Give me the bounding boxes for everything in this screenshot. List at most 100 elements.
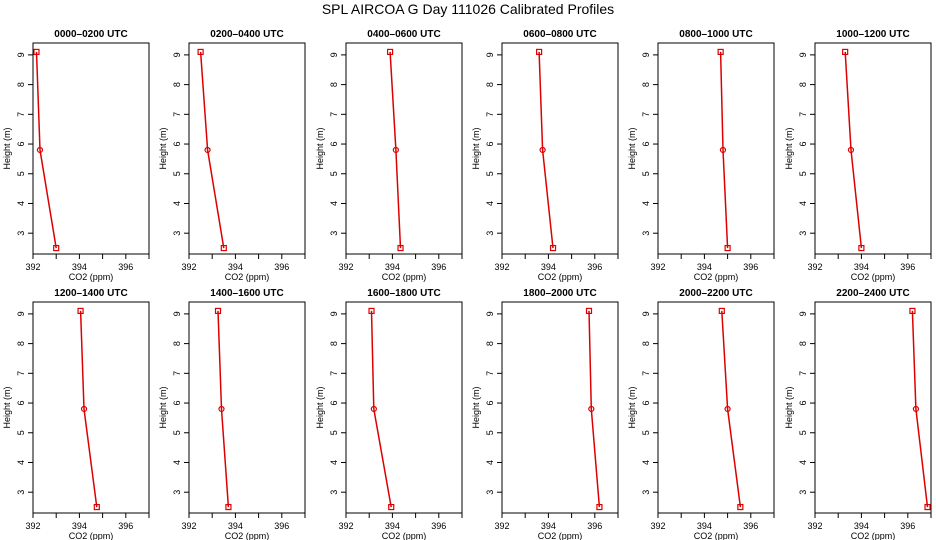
data-point xyxy=(197,48,204,56)
x-tick-label: 394 xyxy=(72,521,87,531)
y-tick-label: 4 xyxy=(798,460,808,465)
plot-frame xyxy=(345,301,463,514)
y-tick-label: 7 xyxy=(329,371,339,376)
panel-title: 0000–0200 UTC xyxy=(54,29,127,40)
panel-title: 0400–0600 UTC xyxy=(367,29,440,40)
data-point xyxy=(539,146,546,154)
y-tick-label: 7 xyxy=(485,112,495,117)
y-tick-label: 7 xyxy=(485,371,495,376)
profile-line xyxy=(370,310,392,508)
y-tick-label: 9 xyxy=(798,311,808,316)
panel-title: 1000–1200 UTC xyxy=(836,29,909,40)
y-tick-label: 8 xyxy=(329,341,339,346)
x-axis-label: CO2 (ppm) xyxy=(382,531,427,540)
data-point xyxy=(718,307,725,315)
y-tick-label: 8 xyxy=(172,82,182,87)
profile-line xyxy=(719,51,729,249)
x-tick-label: 392 xyxy=(807,262,822,272)
y-tick-label: 8 xyxy=(798,82,808,87)
y-tick-label: 5 xyxy=(329,171,339,176)
y-tick-label: 3 xyxy=(329,231,339,236)
profile-line xyxy=(844,51,863,249)
y-tick-label: 8 xyxy=(485,341,495,346)
data-point xyxy=(909,307,916,315)
plot-frame xyxy=(345,42,463,255)
data-point xyxy=(847,146,855,154)
x-tick-label: 392 xyxy=(25,262,40,272)
y-tick-label: 8 xyxy=(641,82,651,87)
y-axis-label: Height (m) xyxy=(784,386,794,428)
x-tick-label: 394 xyxy=(385,262,400,272)
x-tick-label: 392 xyxy=(25,521,40,531)
x-tick-label: 394 xyxy=(228,262,243,272)
y-tick-label: 3 xyxy=(172,231,182,236)
x-tick-label: 396 xyxy=(118,262,133,272)
y-tick-label: 3 xyxy=(172,490,182,495)
x-tick-label: 396 xyxy=(118,521,133,531)
y-tick-label: 9 xyxy=(798,52,808,57)
x-tick-label: 392 xyxy=(338,262,353,272)
x-tick-label: 396 xyxy=(274,262,289,272)
y-tick-label: 6 xyxy=(16,142,26,147)
y-tick-label: 7 xyxy=(16,112,26,117)
profile-line xyxy=(721,310,742,508)
data-point xyxy=(77,307,84,315)
y-tick-label: 4 xyxy=(16,201,26,206)
x-axis-label: CO2 (ppm) xyxy=(225,531,270,540)
y-tick-label: 3 xyxy=(16,231,26,236)
x-tick-label: 392 xyxy=(494,521,509,531)
x-axis-label: CO2 (ppm) xyxy=(851,272,896,282)
y-tick-label: 3 xyxy=(329,490,339,495)
y-tick-label: 5 xyxy=(641,430,651,435)
data-point xyxy=(842,48,849,56)
y-tick-label: 5 xyxy=(798,430,808,435)
y-tick-label: 4 xyxy=(798,201,808,206)
x-tick-label: 396 xyxy=(431,521,446,531)
y-axis-label: Height (m) xyxy=(2,127,12,169)
x-tick-label: 392 xyxy=(650,262,665,272)
data-point xyxy=(924,503,931,511)
y-axis-label: Height (m) xyxy=(315,386,325,428)
x-axis-label: CO2 (ppm) xyxy=(538,531,583,540)
y-tick-label: 4 xyxy=(172,201,182,206)
data-point xyxy=(397,244,404,252)
y-tick-label: 3 xyxy=(798,490,808,495)
y-tick-label: 4 xyxy=(16,460,26,465)
x-tick-label: 394 xyxy=(228,521,243,531)
plot-frame xyxy=(657,301,775,514)
x-tick-label: 392 xyxy=(181,521,196,531)
x-tick-label: 396 xyxy=(431,262,446,272)
y-axis-label: Height (m) xyxy=(784,127,794,169)
x-tick-label: 394 xyxy=(385,521,400,531)
x-tick-label: 394 xyxy=(854,521,869,531)
y-tick-label: 6 xyxy=(485,142,495,147)
panel-title: 1200–1400 UTC xyxy=(54,288,127,299)
y-tick-label: 9 xyxy=(16,311,26,316)
x-axis-label: CO2 (ppm) xyxy=(69,272,114,282)
y-tick-label: 5 xyxy=(798,171,808,176)
y-axis-label: Height (m) xyxy=(627,386,637,428)
y-tick-label: 8 xyxy=(172,341,182,346)
y-tick-label: 8 xyxy=(329,82,339,87)
y-tick-label: 8 xyxy=(16,82,26,87)
data-point xyxy=(596,503,603,511)
figure-title: SPL AIRCOA G Day 111026 Calibrated Profi… xyxy=(321,1,615,17)
y-tick-label: 3 xyxy=(16,490,26,495)
x-tick-label: 394 xyxy=(697,262,712,272)
y-tick-label: 3 xyxy=(641,490,651,495)
data-point xyxy=(386,48,394,56)
y-axis-label: Height (m) xyxy=(2,386,12,428)
y-tick-label: 3 xyxy=(641,231,651,236)
y-axis-label: Height (m) xyxy=(158,127,168,169)
x-axis-label: CO2 (ppm) xyxy=(69,531,114,540)
y-tick-label: 5 xyxy=(329,430,339,435)
y-tick-label: 6 xyxy=(172,401,182,406)
data-point xyxy=(549,244,557,252)
y-tick-label: 7 xyxy=(641,371,651,376)
y-tick-label: 4 xyxy=(641,460,651,465)
profile-line xyxy=(79,310,98,508)
data-point xyxy=(370,405,377,413)
plot-frame xyxy=(501,42,619,255)
y-tick-label: 7 xyxy=(172,112,182,117)
x-tick-label: 394 xyxy=(854,262,869,272)
